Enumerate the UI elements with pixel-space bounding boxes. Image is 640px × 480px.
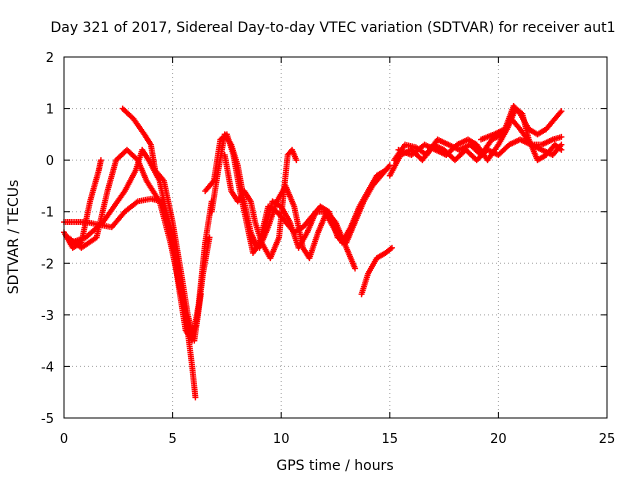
y-tick-label: -1 [41,206,54,221]
series-track-1 [61,157,104,251]
x-tick-label: 25 [599,432,616,447]
plot-frame [63,56,608,419]
axis-ticks: 0 5 10 15 20 25 -5 -4 -3 -2 -1 0 1 2 [41,51,615,447]
chart-title: Day 321 of 2017, Sidereal Day-to-day VTE… [50,20,615,36]
series-track-10 [358,244,395,298]
y-tick-label: 0 [46,154,54,169]
series-track-9 [247,182,359,272]
x-tick-label: 5 [168,432,176,447]
x-tick-label: 15 [382,432,399,447]
series-track-5 [119,105,204,344]
data-point [558,133,565,140]
y-tick-label: -2 [41,257,54,272]
data-point [557,109,564,116]
series-track-8 [221,146,300,262]
data-point [558,146,565,153]
data-point [516,109,523,116]
y-tick-label: 2 [46,51,54,66]
data-point [382,167,389,174]
data-point [197,291,204,298]
y-tick-label: -3 [41,309,54,324]
data-point [206,234,213,241]
y-tick-label: -5 [41,412,54,427]
x-tick-label: 0 [60,432,68,447]
data-point [352,265,359,272]
data-point [97,157,104,164]
x-tick-label: 10 [273,432,290,447]
data-point [558,141,565,148]
data-point [192,394,199,401]
data-point [386,162,393,169]
x-tick-label: 20 [490,432,507,447]
y-tick-label: 1 [46,103,54,118]
data-points [61,102,565,401]
x-axis-label: GPS time / hours [276,458,393,474]
data-point [388,244,395,251]
data-point [558,108,565,115]
data-point [293,157,300,164]
series-track-14 [478,102,565,143]
y-tick-label: -4 [41,360,54,375]
series-track-13 [395,105,565,164]
y-axis-label: SDTVAR / TECUs [6,180,22,295]
